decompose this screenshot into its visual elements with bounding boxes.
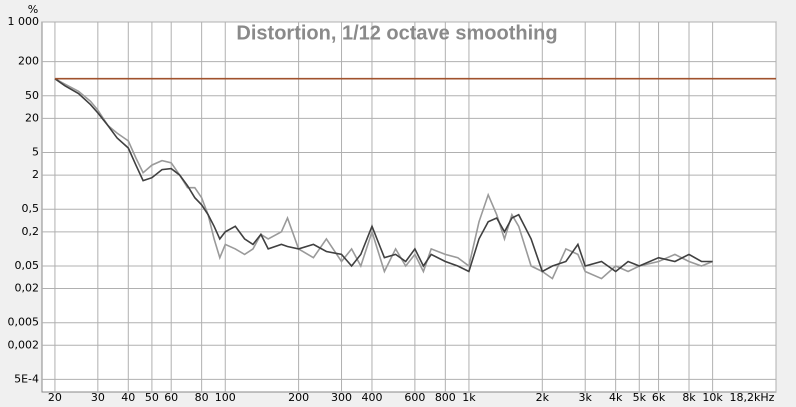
y-tick-label: 20 [25, 111, 39, 124]
y-tick-label: 0,02 [15, 282, 40, 295]
y-tick-label: 5 [32, 146, 39, 159]
data-line [54, 77, 713, 280]
y-tick-label: 0,5 [22, 202, 40, 215]
x-tick-label: 300 [331, 391, 352, 404]
y-tick-label: 0,2 [22, 225, 40, 238]
y-axis-label: % [28, 3, 38, 16]
x-tick-label: 18,2kHz [730, 391, 775, 404]
x-tick-label: 30 [91, 391, 105, 404]
x-tick-label: 1k [462, 391, 476, 404]
x-tick-label: 8k [682, 391, 696, 404]
x-tick-label: 2k [536, 391, 550, 404]
data-line [54, 78, 713, 273]
x-tick-label: 5k [633, 391, 647, 404]
y-tick-label: 2 [32, 168, 39, 181]
y-tick-label: 0,002 [8, 338, 40, 351]
plot-area [41, 21, 777, 393]
x-tick-label: 80 [195, 391, 209, 404]
x-tick-label: 800 [435, 391, 456, 404]
chart-title: Distortion, 1/12 octave smoothing [236, 22, 557, 44]
x-tick-label: 200 [288, 391, 309, 404]
x-tick-label: 600 [404, 391, 425, 404]
y-tick-label: 50 [25, 89, 39, 102]
x-tick-label: 100 [215, 391, 236, 404]
x-tick-label: 4k [609, 391, 623, 404]
y-tick-label: 0,05 [15, 259, 40, 272]
y-tick-label: 0,005 [8, 316, 40, 329]
x-tick-label: 20 [48, 391, 62, 404]
x-tick-label: 3k [579, 391, 593, 404]
x-tick-label: 10k [702, 391, 723, 404]
y-tick-label: 200 [18, 55, 39, 68]
y-tick-label: 5E-4 [14, 372, 39, 385]
x-tick-label: 50 [145, 391, 159, 404]
x-tick-label: 6k [652, 391, 666, 404]
x-tick-label: 60 [164, 391, 178, 404]
x-tick-label: 40 [121, 391, 135, 404]
y-tick-label: 1 000 [8, 15, 40, 28]
x-tick-label: 400 [361, 391, 382, 404]
